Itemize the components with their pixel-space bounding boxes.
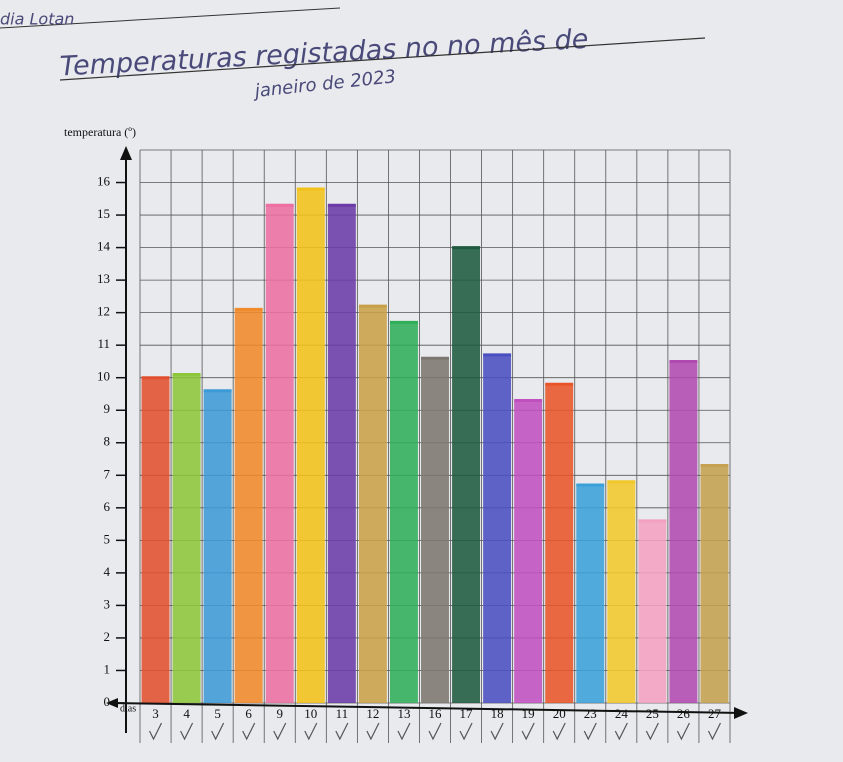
x-tick-label: 17 [460, 706, 474, 721]
bar [358, 306, 387, 703]
x-tick-label: 25 [646, 706, 659, 721]
bar [421, 358, 449, 703]
bar [514, 400, 543, 703]
bar [203, 390, 232, 703]
check-mark [614, 722, 628, 741]
y-tick-label: 1 [104, 661, 111, 676]
check-mark [148, 722, 163, 741]
check-mark [211, 722, 225, 741]
y-tick-label: 11 [97, 336, 110, 351]
x-tick-label: 24 [615, 706, 629, 721]
x-arrow [734, 707, 748, 719]
y-tick-label: 4 [104, 564, 111, 579]
author: dia Lotan [0, 10, 74, 29]
y-tick-label: 16 [97, 174, 111, 189]
y-tick-label: 2 [104, 629, 111, 644]
y-tick-label: 14 [97, 239, 111, 254]
y-axis-label: temperatura (º) [64, 125, 136, 139]
x-tick-label: 16 [429, 706, 443, 721]
x-arrow-left [106, 698, 118, 708]
x-tick-label: 12 [366, 706, 379, 721]
bar [669, 361, 698, 703]
check-mark [428, 722, 442, 741]
bar [327, 205, 356, 704]
x-tick-label: 26 [677, 706, 691, 721]
x-tick-label: 10 [304, 706, 317, 721]
x-tick-label: 13 [397, 706, 410, 721]
x-tick-label: 9 [276, 706, 283, 721]
y-tick-label: 5 [104, 531, 111, 546]
y-arrow [120, 146, 132, 160]
x-tick-label: 20 [553, 706, 566, 721]
x-tick-label: 19 [522, 706, 535, 721]
y-tick-label: 9 [104, 401, 111, 416]
x-tick-label: 23 [584, 706, 597, 721]
y-tick-label: 6 [104, 499, 111, 514]
x-axis-label: dias [120, 703, 136, 714]
check-mark [707, 722, 722, 741]
check-mark [645, 722, 659, 741]
check-mark [397, 722, 411, 741]
bar [141, 377, 170, 703]
check-mark [242, 722, 256, 741]
title-underline [59, 37, 706, 81]
bar [296, 189, 325, 704]
y-tick-label: 15 [97, 206, 110, 221]
check-mark [366, 722, 380, 741]
x-axis [109, 702, 743, 714]
check-mark [304, 722, 318, 741]
y-tick-label: 3 [104, 596, 111, 611]
bar [452, 247, 481, 703]
bar [607, 481, 636, 703]
check-mark [552, 722, 566, 741]
y-tick-label: 7 [104, 466, 111, 481]
bar [172, 374, 201, 703]
check-mark [459, 722, 473, 741]
check-mark [335, 722, 349, 741]
bar [576, 485, 605, 703]
bar [234, 309, 263, 703]
check-mark [583, 722, 597, 741]
bar [545, 384, 574, 703]
y-tick-label: 12 [97, 304, 110, 319]
y-tick-label: 13 [97, 271, 110, 286]
check-mark [490, 722, 504, 741]
bar [483, 354, 512, 703]
y-tick-label: 0 [104, 694, 111, 709]
check-mark [521, 722, 535, 741]
bar [265, 205, 294, 704]
bar [700, 465, 729, 703]
bar [389, 322, 418, 703]
x-tick-label: 4 [183, 706, 190, 721]
y-tick-label: 8 [104, 434, 111, 449]
x-tick-label: 3 [152, 706, 159, 721]
x-tick-label: 6 [245, 706, 252, 721]
y-tick-label: 10 [97, 369, 110, 384]
check-mark [180, 722, 194, 741]
name-line [0, 7, 341, 29]
bar [638, 520, 667, 703]
x-tick-label: 11 [336, 706, 349, 721]
check-mark [676, 722, 690, 741]
x-tick-label: 5 [214, 706, 221, 721]
check-mark [273, 722, 287, 741]
